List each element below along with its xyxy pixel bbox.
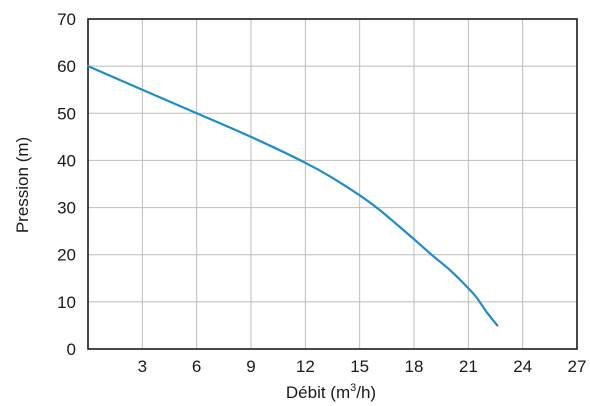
y-tick-label: 60	[57, 57, 76, 76]
y-tick-labels: 0 10 20 30 40 50 60 70	[57, 10, 76, 359]
y-tick-label: 10	[57, 293, 76, 312]
y-tick-label: 0	[67, 340, 76, 359]
x-tick-label: 15	[350, 357, 369, 376]
y-tick-label: 30	[57, 199, 76, 218]
x-tick-label: 12	[296, 357, 315, 376]
y-tick-label: 50	[57, 104, 76, 123]
x-axis-label-sup: 3	[350, 382, 356, 394]
y-tick-label: 20	[57, 246, 76, 265]
x-tick-label: 9	[246, 357, 255, 376]
x-tick-labels: 3 6 9 12 15 18 21 24 27	[138, 357, 587, 376]
grid-lines	[88, 18, 578, 350]
x-axis-label-main: Débit (m	[286, 383, 350, 402]
x-tick-label: 18	[405, 357, 424, 376]
x-tick-label: 21	[459, 357, 478, 376]
y-axis-label: Pression (m)	[13, 137, 32, 233]
x-tick-label: 27	[568, 357, 587, 376]
x-axis-label: Débit (m3/h)	[286, 382, 376, 402]
y-tick-label: 70	[57, 10, 76, 29]
x-tick-label: 6	[192, 357, 201, 376]
pressure-curve	[86, 65, 499, 327]
y-tick-label: 40	[57, 151, 76, 170]
x-tick-label: 24	[513, 357, 532, 376]
x-tick-label: 3	[138, 357, 147, 376]
plot-frame	[87, 18, 578, 350]
x-axis-label-end: /h)	[356, 383, 376, 402]
